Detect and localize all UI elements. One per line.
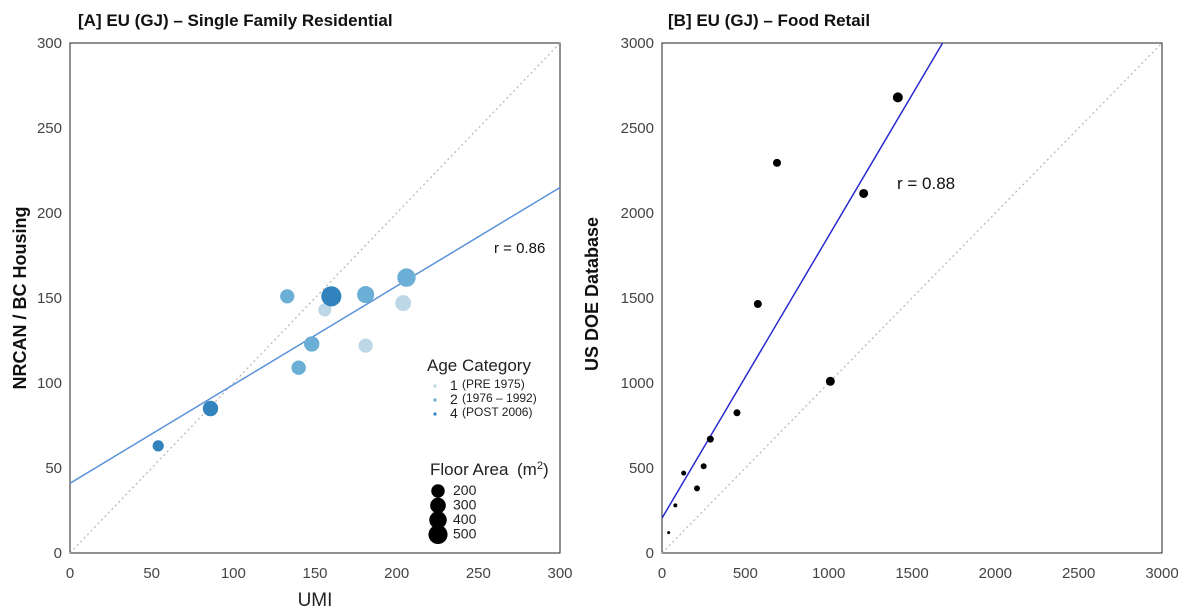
data-point: [681, 470, 687, 476]
panel-a-points: [152, 268, 416, 452]
data-point: [152, 440, 164, 452]
y-tick-label: 50: [45, 460, 62, 477]
data-point: [397, 268, 416, 287]
area-legend-swatch: [429, 511, 447, 529]
y-tick-label: 1500: [621, 290, 654, 307]
data-point: [321, 286, 342, 307]
x-tick-label: 150: [302, 565, 327, 582]
x-tick-label: 250: [466, 565, 491, 582]
y-tick-label: 250: [37, 120, 62, 137]
data-point: [733, 409, 741, 417]
age-legend-swatch: [433, 412, 437, 416]
data-point: [700, 463, 707, 470]
panel-a-frame: [69, 42, 561, 554]
x-tick-label: 300: [547, 565, 572, 582]
data-point: [395, 295, 412, 312]
age-legend-label: (POST 2006): [462, 405, 532, 419]
age-legend-number: 4: [450, 405, 458, 421]
panel-a-r-annotation: r = 0.86: [494, 240, 545, 257]
identity-line: [661, 42, 1163, 554]
panel-b-points: [667, 92, 903, 535]
data-point: [773, 158, 781, 167]
age-legend-items: 1 (PRE 1975) 2 (1976 – 1992) 4 (POST 2006): [433, 377, 537, 421]
area-legend-label: 500: [453, 526, 477, 542]
y-tick-label: 2000: [621, 205, 654, 222]
x-tick-label: 1500: [895, 565, 928, 582]
regression-line: [661, 42, 944, 519]
age-legend-swatch: [433, 398, 437, 402]
area-legend-title: Floor Area: [430, 460, 509, 479]
data-point: [753, 299, 762, 308]
x-tick-label: 2000: [979, 565, 1012, 582]
data-point: [892, 92, 903, 103]
panel-b-r-annotation: r = 0.88: [897, 174, 955, 193]
data-point: [304, 336, 320, 352]
panel-b-ticks: 0 500 1000 1500 2000 2500 3000 0 500 1000 1500 2000…: [621, 35, 1179, 582]
age-legend-title: Age Category: [427, 356, 531, 375]
y-tick-label: 100: [37, 375, 62, 392]
x-tick-label: 50: [143, 565, 160, 582]
data-point: [280, 289, 295, 304]
data-point: [673, 503, 678, 508]
panel-a-y-label: NRCAN / BC Housing: [10, 207, 30, 390]
data-point: [357, 286, 375, 304]
data-point: [358, 338, 373, 353]
panel-a-x-label: UMI: [298, 590, 333, 611]
x-tick-label: 200: [384, 565, 409, 582]
y-tick-label: 500: [629, 460, 654, 477]
area-legend-swatch: [430, 497, 446, 514]
data-point: [202, 400, 219, 417]
age-legend-swatch: [433, 384, 437, 388]
panel-a-title: [A] EU (GJ) – Single Family Residential: [78, 11, 393, 30]
panel-b: [B] EU (GJ) – Food Retail US DOE Databas…: [582, 11, 1179, 582]
data-point: [859, 188, 869, 198]
area-legend-label: 300: [453, 497, 477, 513]
y-tick-label: 3000: [621, 35, 654, 52]
x-tick-label: 500: [733, 565, 758, 582]
x-tick-label: 100: [221, 565, 246, 582]
area-legend-swatch: [431, 484, 445, 498]
data-point: [694, 485, 700, 492]
y-tick-label: 200: [37, 205, 62, 222]
panel-b-y-label: US DOE Database: [582, 217, 602, 371]
data-point: [291, 360, 306, 375]
panel-a-ticks: 0 50 100 150 200 250 300 0 50 100 150 200 250 300: [37, 35, 573, 582]
panel-b-frame: [661, 42, 1163, 554]
y-tick-label: 2500: [621, 120, 654, 137]
data-point: [318, 303, 332, 317]
x-tick-label: 1000: [812, 565, 845, 582]
x-tick-label: 2500: [1062, 565, 1095, 582]
panel-a: [A] EU (GJ) – Single Family Residential …: [10, 11, 573, 611]
regression-line: [69, 186, 561, 484]
data-point: [825, 376, 835, 386]
x-tick-label: 0: [658, 565, 666, 582]
panel-a-legend: Age Category 1 (PRE 1975) 2 (1976 – 1992) 4 (…: [427, 356, 549, 545]
panel-a-lines: [69, 42, 561, 554]
area-legend-label: 200: [453, 482, 477, 498]
x-tick-label: 3000: [1145, 565, 1178, 582]
y-tick-label: 150: [37, 290, 62, 307]
area-legend-label: 400: [453, 511, 477, 527]
age-legend-label: (PRE 1975): [462, 377, 525, 391]
data-point: [667, 531, 671, 535]
area-legend-swatch: [428, 524, 448, 545]
y-tick-label: 300: [37, 35, 62, 52]
y-tick-label: 0: [54, 545, 62, 562]
age-legend-number: 1: [450, 377, 458, 393]
panel-b-title: [B] EU (GJ) – Food Retail: [668, 11, 870, 30]
data-point: [706, 435, 714, 443]
x-tick-label: 0: [66, 565, 74, 582]
area-legend-unit: (m2): [517, 460, 549, 479]
panel-b-lines: [661, 42, 1163, 554]
y-tick-label: 1000: [621, 375, 654, 392]
y-tick-label: 0: [646, 545, 654, 562]
age-legend-number: 2: [450, 391, 458, 407]
age-legend-label: (1976 – 1992): [462, 391, 537, 405]
